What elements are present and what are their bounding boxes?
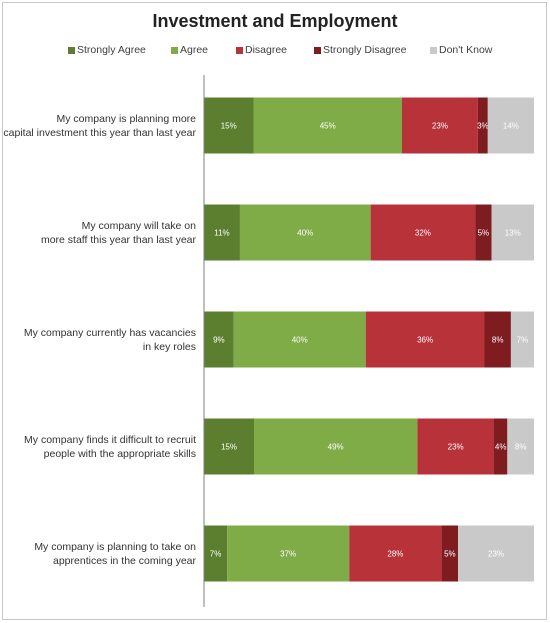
legend-label: Strongly Disagree: [323, 44, 407, 56]
data-label: 8%: [492, 336, 504, 345]
bar-segment: [204, 97, 254, 154]
category-label-line: My company is planning to take on: [34, 540, 196, 553]
category-label: My company is planning to take on apprent…: [0, 540, 196, 568]
data-label: 36%: [417, 336, 433, 345]
data-label: 32%: [415, 229, 431, 238]
data-label: 4%: [495, 443, 507, 452]
data-label: 49%: [328, 443, 344, 452]
legend-swatch: [314, 47, 321, 54]
data-label: 23%: [448, 443, 464, 452]
bar-segment: [204, 525, 228, 582]
bar-segment: [441, 525, 459, 582]
legend-label: Don't Know: [439, 44, 493, 56]
legend-swatch: [171, 47, 178, 54]
bar-segment: [417, 418, 494, 475]
legend-swatch: [430, 47, 437, 54]
chart-title: Investment and Employment: [152, 11, 398, 31]
category-label-line: My company will take on: [81, 219, 196, 232]
category-label: My company finds it difficult to recruit…: [0, 433, 196, 461]
bar-segment: [254, 418, 418, 475]
bar-segment: [365, 311, 485, 368]
bar-segment: [233, 311, 366, 368]
data-label: 11%: [214, 229, 229, 238]
bar-segment: [487, 97, 534, 154]
data-label: 3%: [477, 122, 489, 131]
bar-segment: [239, 204, 371, 261]
data-label: 5%: [478, 229, 490, 238]
legend-label: Strongly Agree: [77, 44, 146, 56]
bar-segment: [402, 97, 478, 154]
legend-swatch: [236, 47, 243, 54]
bar-segment: [349, 525, 442, 582]
data-label: 28%: [387, 550, 403, 559]
data-label: 14%: [503, 122, 519, 131]
data-label: 45%: [320, 122, 336, 131]
category-label-line: My company is planning more: [56, 112, 196, 125]
legend-swatch: [68, 47, 75, 54]
category-label: My company currently has vacancies in key…: [0, 326, 196, 354]
category-label-line: in key roles: [142, 340, 196, 353]
data-label: 5%: [444, 550, 456, 559]
bar-segment: [484, 311, 511, 368]
legend-label: Agree: [180, 44, 209, 56]
data-label: 37%: [280, 550, 296, 559]
data-label: 40%: [297, 229, 313, 238]
bar-segment: [494, 418, 508, 475]
legend-label: Disagree: [245, 44, 288, 56]
bar-segment: [204, 204, 240, 261]
data-label: 7%: [517, 336, 529, 345]
category-label: My company will take on more staff this y…: [0, 219, 196, 247]
category-label-line: apprentices in the coming year: [53, 554, 196, 567]
bar-segment: [227, 525, 350, 582]
bar-segment: [477, 97, 488, 154]
bar-segment: [458, 525, 534, 582]
bar-segment: [253, 97, 402, 154]
bar-segment: [507, 418, 534, 475]
bar-segment: [204, 418, 254, 475]
data-label: 9%: [213, 336, 225, 345]
category-label-line: My company currently has vacancies: [23, 326, 196, 339]
category-label-line: people with the appropriate skills: [43, 447, 196, 460]
bar-segment: [475, 204, 492, 261]
data-label: 13%: [505, 229, 521, 238]
data-label: 15%: [221, 443, 237, 452]
data-label: 40%: [292, 336, 308, 345]
bar-segment: [491, 204, 534, 261]
category-label-line: My company finds it difficult to recruit: [24, 433, 196, 446]
category-label-line: more staff this year than last year: [40, 233, 196, 246]
data-label: 15%: [221, 122, 237, 131]
bar-segment: [370, 204, 476, 261]
bar-segment: [510, 311, 534, 368]
data-label: 23%: [488, 550, 504, 559]
category-label-line: capital investment this year than last y…: [3, 126, 196, 139]
data-label: 8%: [515, 443, 527, 452]
category-label: My company is planning more capital inves…: [0, 112, 196, 140]
bar-segment: [204, 311, 234, 368]
data-label: 7%: [210, 550, 222, 559]
data-label: 23%: [432, 122, 448, 131]
